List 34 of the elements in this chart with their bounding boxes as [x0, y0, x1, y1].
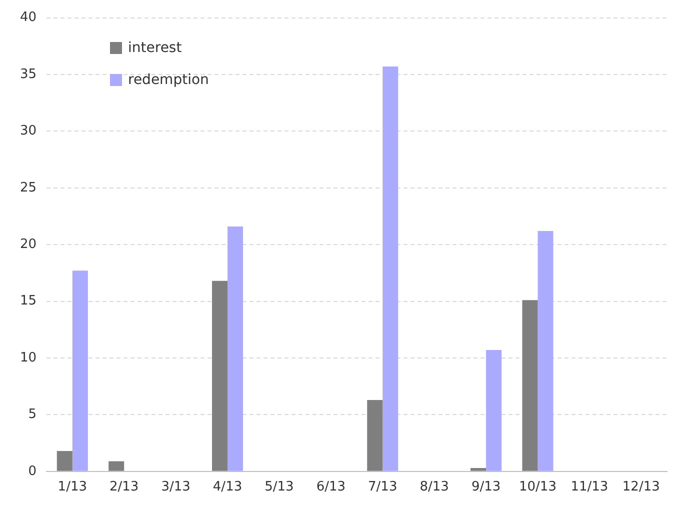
- x-tick-label: 10/13: [519, 480, 556, 495]
- bar: [522, 300, 538, 471]
- x-tick-label: 1/13: [58, 480, 87, 495]
- y-tick-label: 30: [20, 124, 37, 139]
- legend-label: interest: [128, 40, 182, 56]
- bar: [367, 400, 383, 471]
- y-tick-label: 40: [20, 10, 37, 26]
- x-tick-label: 4/13: [212, 480, 242, 495]
- x-tick-label: 7/13: [368, 480, 398, 495]
- x-tick-label: 5/13: [264, 480, 294, 495]
- bar: [538, 230, 554, 471]
- x-tick-label: 2/13: [110, 480, 139, 495]
- x-tick-label: 9/13: [471, 480, 501, 495]
- x-tick-label: 11/13: [570, 480, 608, 495]
- legend-label: redemption: [128, 72, 209, 88]
- bar: [108, 461, 124, 471]
- bar: [56, 450, 72, 471]
- bar: [228, 226, 244, 471]
- y-tick-label: 0: [28, 464, 37, 479]
- y-tick-label: 20: [20, 236, 37, 252]
- bar: [486, 350, 502, 471]
- x-tick-label: 12/13: [622, 480, 660, 495]
- x-tick-label: 3/13: [161, 480, 190, 495]
- y-tick-label: 25: [20, 180, 37, 196]
- y-tick-label: 35: [20, 66, 37, 82]
- bar: [72, 270, 88, 471]
- y-tick-label: 10: [20, 350, 37, 366]
- x-tick-label: 6/13: [316, 480, 346, 495]
- bar: [382, 66, 398, 471]
- y-tick-label: 5: [28, 407, 37, 422]
- bar: [212, 280, 228, 471]
- bar: [470, 468, 486, 471]
- x-tick-label: 8/13: [420, 480, 449, 495]
- y-tick-label: 15: [20, 294, 37, 309]
